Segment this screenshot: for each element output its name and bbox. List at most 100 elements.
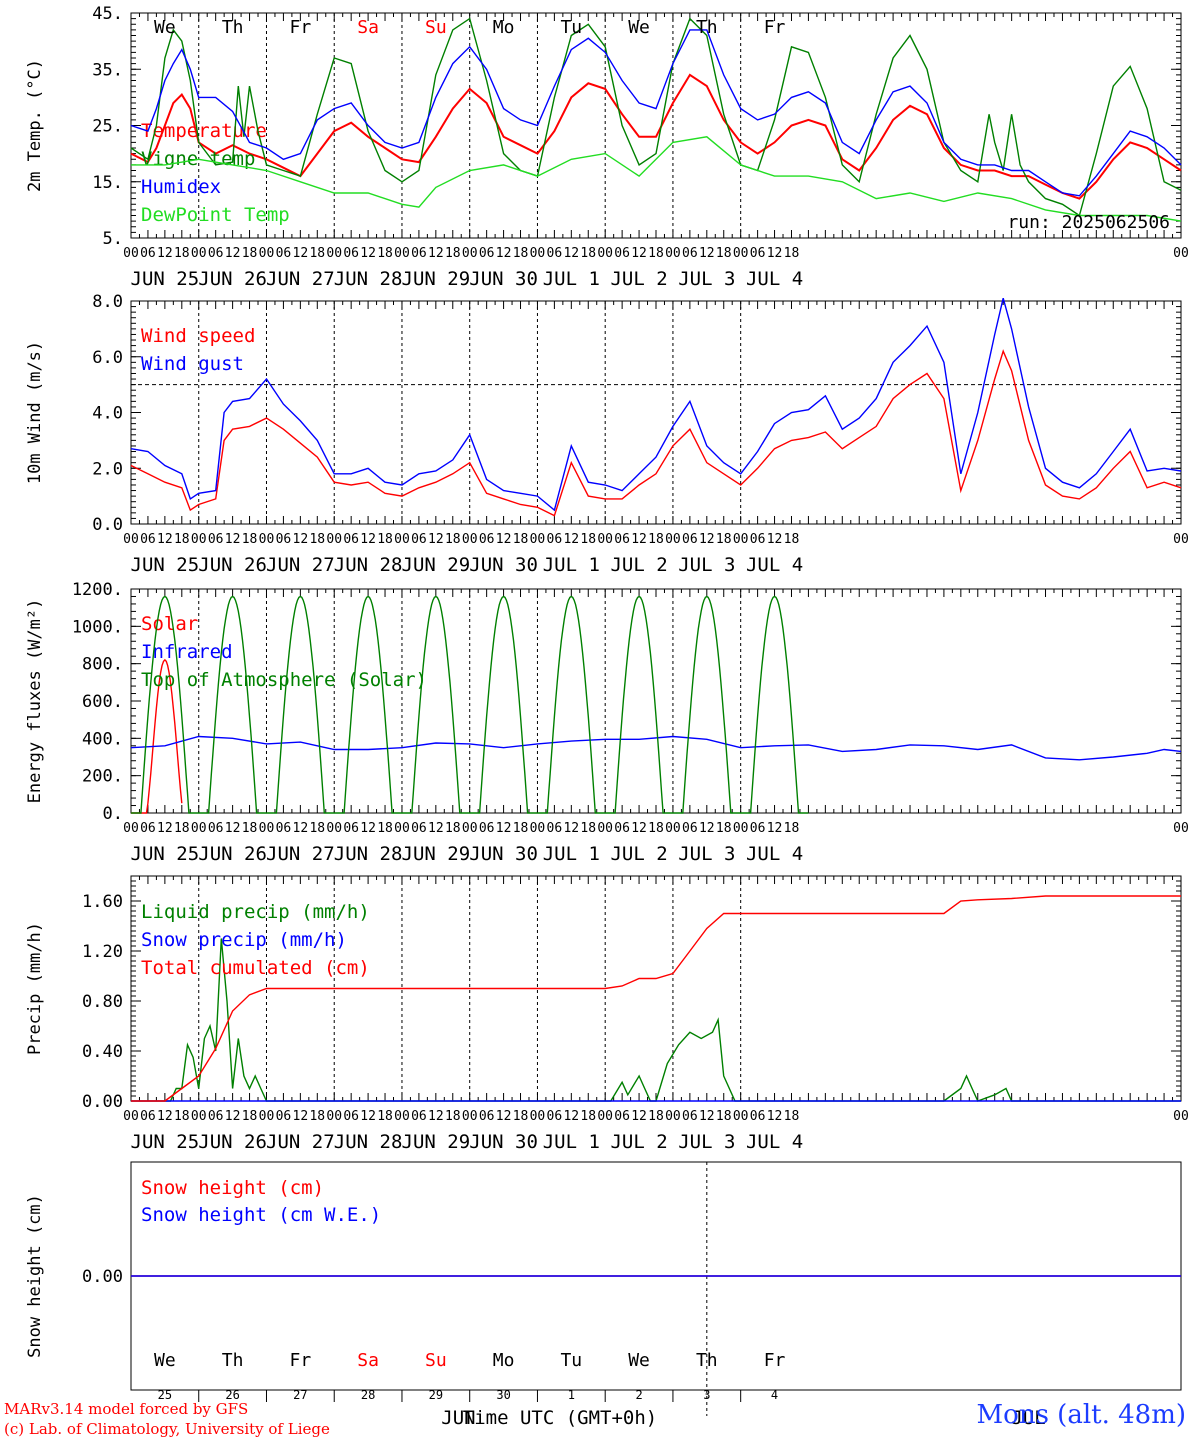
y-tick-label: 0.40 — [82, 1042, 123, 1062]
x-hour-label: 12 — [360, 1109, 376, 1124]
date-number-label: 3 — [703, 1388, 710, 1402]
x-hour-label: 06 — [479, 1109, 495, 1124]
x-hour-label: 12 — [428, 1109, 444, 1124]
x-hour-label: 18 — [377, 532, 393, 547]
x-hour-label: 06 — [276, 821, 292, 836]
x-hour-label: 00 — [733, 1109, 749, 1124]
x-hour-label: 12 — [360, 532, 376, 547]
x-hour-label: 12 — [563, 1109, 579, 1124]
x-date-label: JUN 28 — [334, 268, 403, 290]
x-hour-label: 00 — [665, 1109, 681, 1124]
legend-entry: Wind gust — [141, 353, 244, 375]
x-hour-label: 06 — [614, 532, 630, 547]
weekday-label: Su — [425, 1350, 447, 1371]
x-date-label: JUN 29 — [402, 843, 471, 865]
x-hour-label: 00 — [733, 532, 749, 547]
x-date-label: JUN 26 — [198, 554, 267, 576]
x-hour-label: 00 — [394, 821, 410, 836]
x-date-label: JUN 30 — [469, 268, 538, 290]
x-hour-label: 12 — [767, 246, 783, 261]
x-hour-label: 00 — [191, 246, 207, 261]
weekday-label: Th — [696, 1350, 718, 1371]
x-date-label: JUN 26 — [198, 268, 267, 290]
x-hour-label: 06 — [750, 1109, 766, 1124]
x-hour-label: 00 — [123, 821, 139, 836]
x-date-label: JUL 1 — [543, 268, 600, 290]
x-hour-label: 00 — [665, 532, 681, 547]
x-hour-label: 06 — [682, 532, 698, 547]
y-tick-label: 5. — [103, 229, 123, 249]
x-hour-label: 12 — [563, 532, 579, 547]
x-hour-label: 18 — [242, 1109, 258, 1124]
x-date-label: JUN 28 — [334, 554, 403, 576]
x-hour-label: 00 — [123, 532, 139, 547]
legend-entry: Snow height (cm W.E.) — [141, 1204, 381, 1226]
x-hour-label: 18 — [716, 532, 732, 547]
x-hour-label: 06 — [682, 246, 698, 261]
x-hour-label: 00 — [394, 532, 410, 547]
x-hour-label: 06 — [411, 246, 427, 261]
x-date-label: JUL 2 — [610, 1131, 667, 1153]
y-tick-label: 0. — [103, 804, 123, 824]
x-hour-label: 00 — [733, 821, 749, 836]
x-hour-label: 18 — [513, 246, 529, 261]
x-hour-label: 06 — [208, 246, 224, 261]
weekday-label: We — [628, 17, 650, 38]
x-hour-label: 00 — [597, 246, 613, 261]
x-date-label: JUL 4 — [746, 1131, 803, 1153]
x-date-label: JUN 25 — [131, 843, 200, 865]
x-hour-label: 18 — [784, 1109, 800, 1124]
series-line — [131, 595, 809, 814]
x-hour-label: 00 — [597, 532, 613, 547]
x-hour-label: 06 — [547, 1109, 563, 1124]
x-hour-label: 12 — [496, 1109, 512, 1124]
plot-frame — [130, 588, 1182, 814]
date-number-label: 30 — [496, 1388, 510, 1402]
y-tick-label: 35. — [92, 60, 123, 80]
y-axis-label: 10m Wind (m/s) — [25, 341, 45, 484]
series-line — [130, 29, 1182, 197]
y-axis-label: Snow height (cm) — [25, 1194, 45, 1358]
y-tick-label: 25. — [92, 117, 123, 137]
x-hour-label: 06 — [479, 821, 495, 836]
weekday-label: Fr — [290, 1350, 312, 1371]
credit-line-model: MARv3.14 model forced by GFS — [4, 1400, 249, 1418]
x-hour-label: 12 — [767, 1109, 783, 1124]
x-hour-label: 06 — [682, 1109, 698, 1124]
x-hour-label: 18 — [580, 1109, 596, 1124]
x-hour-label: 12 — [360, 821, 376, 836]
x-hour-label: 18 — [716, 246, 732, 261]
x-hour-label: 00 — [259, 532, 275, 547]
y-tick-label: 6.0 — [92, 348, 123, 368]
x-hour-label: 12 — [157, 1109, 173, 1124]
x-hour-label: 18 — [648, 1109, 664, 1124]
legend-entry: Snow height (cm) — [141, 1177, 324, 1199]
date-number-label: 27 — [293, 1388, 307, 1402]
x-hour-label: 18 — [377, 821, 393, 836]
x-hour-label: 06 — [208, 1109, 224, 1124]
x-hour-label: 18 — [242, 821, 258, 836]
x-hour-label: 06 — [750, 821, 766, 836]
x-date-label: JUN 29 — [402, 1131, 471, 1153]
y-tick-label: 1200. — [72, 580, 123, 600]
x-hour-label: 18 — [242, 246, 258, 261]
series-line — [130, 73, 1182, 200]
x-hour-label: 00 — [462, 246, 478, 261]
x-hour-label: 00 — [530, 532, 546, 547]
x-date-label: JUN 28 — [334, 843, 403, 865]
x-date-label: JUN 26 — [198, 1131, 267, 1153]
x-hour-label: 12 — [496, 821, 512, 836]
x-date-label: JUN 29 — [402, 268, 471, 290]
y-tick-label: 1.60 — [82, 892, 123, 912]
x-hour-label: 18 — [784, 246, 800, 261]
y-tick-label: 600. — [82, 692, 123, 712]
x-hour-label: 00 — [462, 821, 478, 836]
x-hour-label: 12 — [699, 821, 715, 836]
x-hour-label: 00 — [597, 1109, 613, 1124]
x-hour-label: 06 — [479, 246, 495, 261]
x-date-label: JUL 3 — [678, 268, 735, 290]
y-axis-label: 2m Temp. (°C) — [25, 59, 45, 192]
x-hour-label: 18 — [174, 246, 190, 261]
x-hour-label: 06 — [140, 246, 156, 261]
